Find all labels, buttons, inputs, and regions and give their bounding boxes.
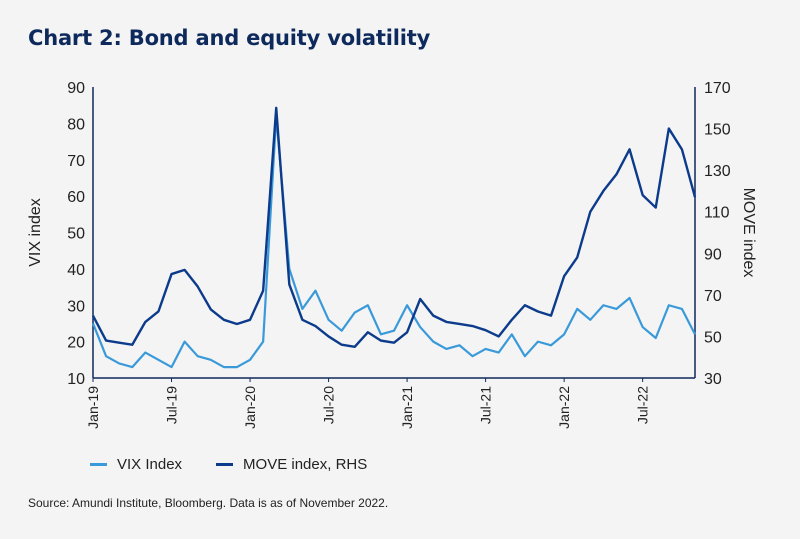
legend-label-move: MOVE index, RHS <box>243 456 368 473</box>
y-axis-label-right: MOVE index <box>740 188 757 278</box>
y-tick-label-left: 70 <box>67 153 85 170</box>
legend-item-vix: VIX Index <box>90 456 182 473</box>
y-tick-label-right: 30 <box>704 371 722 388</box>
y-tick-label-left: 80 <box>67 116 85 133</box>
legend-item-move: MOVE index, RHS <box>216 456 367 473</box>
y-tick-label-left: 40 <box>67 262 85 279</box>
y-tick-label-left: 60 <box>67 189 85 206</box>
y-tick-label-right: 110 <box>704 205 730 222</box>
legend-swatch-move <box>216 463 234 466</box>
y-tick-label-right: 90 <box>704 246 722 263</box>
y-tick-label-right: 70 <box>704 288 722 305</box>
legend-label-vix: VIX Index <box>117 456 183 473</box>
x-tick-label: Jan-19 <box>85 386 101 429</box>
x-tick-label: Jul-19 <box>164 386 180 424</box>
source-note: Source: Amundi Institute, Bloomberg. Dat… <box>28 496 389 510</box>
x-tick-label: Jul-20 <box>321 386 337 424</box>
y-tick-label-right: 170 <box>704 80 731 97</box>
y-tick-label-left: 30 <box>67 298 85 315</box>
y-tick-label-right: 130 <box>704 163 731 180</box>
chart-title: Chart 2: Bond and equity volatility <box>28 26 431 50</box>
x-tick-label: Jan-22 <box>556 386 572 429</box>
y-tick-label-right: 50 <box>704 329 722 346</box>
axes: 10 20 30 40 50 60 70 80 90 30 50 70 90 110 130 150 170 VI… <box>27 80 757 429</box>
y-tick-label-left: 20 <box>67 335 85 352</box>
x-tick-label: Jan-21 <box>399 386 415 429</box>
legend-swatch-vix <box>90 463 107 466</box>
x-tick-label: Jul-22 <box>635 386 651 424</box>
x-tick-label: Jul-21 <box>478 386 494 424</box>
legend: VIX Index MOVE index, RHS <box>90 456 367 473</box>
y-tick-label-left: 50 <box>67 226 85 243</box>
y-tick-label-left: 10 <box>67 371 85 388</box>
series-lines <box>91 106 697 369</box>
series-line-vix <box>91 114 696 369</box>
y-axis-label-left: VIX index <box>27 198 44 266</box>
x-tick-label: Jan-20 <box>242 386 258 429</box>
y-tick-label-right: 150 <box>704 122 731 139</box>
y-tick-label-left: 90 <box>67 80 85 97</box>
series-line-move <box>91 106 697 349</box>
